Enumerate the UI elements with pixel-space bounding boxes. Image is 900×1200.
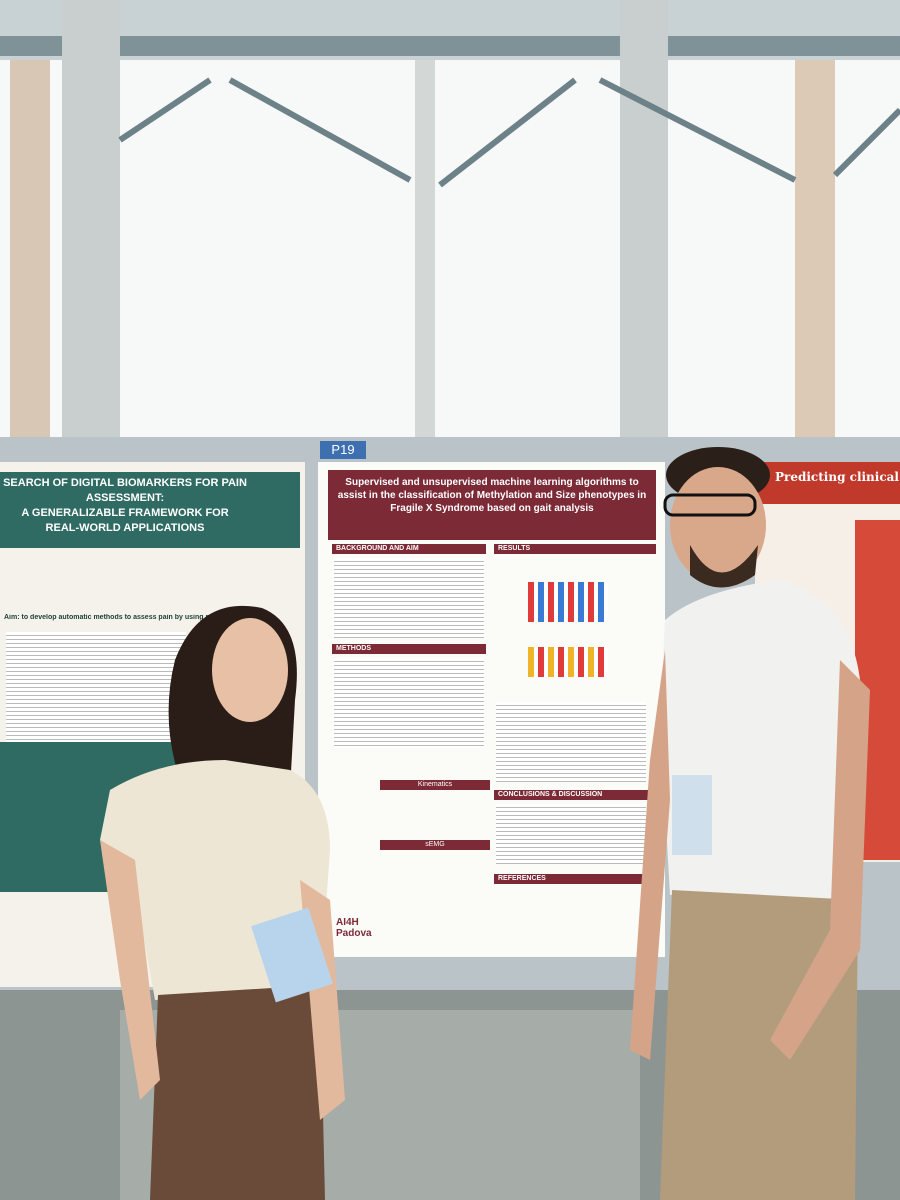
window-frame: [0, 0, 900, 445]
section-header: METHODS: [332, 644, 486, 654]
center-poster: Supervised and unsupervised machine lear…: [318, 462, 665, 957]
woman: [100, 605, 345, 1200]
column: [62, 0, 120, 445]
section-header: BACKGROUND AND AIM: [332, 544, 486, 554]
poster-title: Predicting clinical traje: [775, 470, 900, 484]
glasses: [663, 493, 757, 517]
column: [10, 60, 50, 445]
bar-figure: [528, 647, 608, 677]
section-header: REFERENCES: [494, 874, 656, 884]
section-header: CONCLUSIONS & DISCUSSION: [494, 790, 656, 800]
sub-label: Kinematics: [380, 780, 490, 790]
column: [620, 0, 668, 445]
title-line: SEARCH OF DIGITAL BIOMARKERS FOR PAIN AS…: [3, 477, 247, 504]
poster-aim: Aim: to develop automatic methods to ass…: [4, 614, 230, 621]
logo: AI4H Padova: [336, 917, 372, 939]
strut: [228, 77, 412, 183]
text-block: [496, 804, 646, 864]
poster-header: [0, 472, 300, 548]
poster-title: SEARCH OF DIGITAL BIOMARKERS FOR PAIN AS…: [0, 476, 250, 536]
arm: [770, 660, 870, 1060]
poster-title: Supervised and unsupervised machine lear…: [337, 477, 647, 514]
badge: [251, 907, 333, 1003]
arm: [630, 650, 670, 1060]
text-block: [334, 558, 484, 638]
mullion: [415, 60, 435, 445]
face: [212, 618, 288, 722]
title-line: A GENERALIZABLE FRAMEWORK FOR: [21, 507, 229, 519]
board-label: P19: [320, 441, 366, 459]
man: [630, 447, 870, 1200]
text-block: [334, 658, 484, 748]
strut: [118, 77, 212, 143]
beard: [690, 545, 758, 588]
trousers: [150, 985, 325, 1200]
diagram: [6, 632, 186, 742]
poster-header: [328, 470, 656, 540]
column: [795, 60, 835, 445]
poster-header: [755, 462, 900, 504]
badge: [672, 775, 712, 855]
beam: [0, 36, 900, 56]
arm: [100, 840, 160, 1100]
trousers: [660, 890, 858, 1200]
title-line: REAL-WORLD APPLICATIONS: [45, 522, 205, 534]
table: [496, 702, 646, 782]
strut: [832, 107, 900, 178]
strut: [598, 77, 797, 183]
strut: [438, 77, 577, 188]
bar-figure: [528, 582, 608, 622]
window: [0, 0, 900, 445]
sub-label: sEMG: [380, 840, 490, 850]
section-header: RESULTS: [494, 544, 656, 554]
